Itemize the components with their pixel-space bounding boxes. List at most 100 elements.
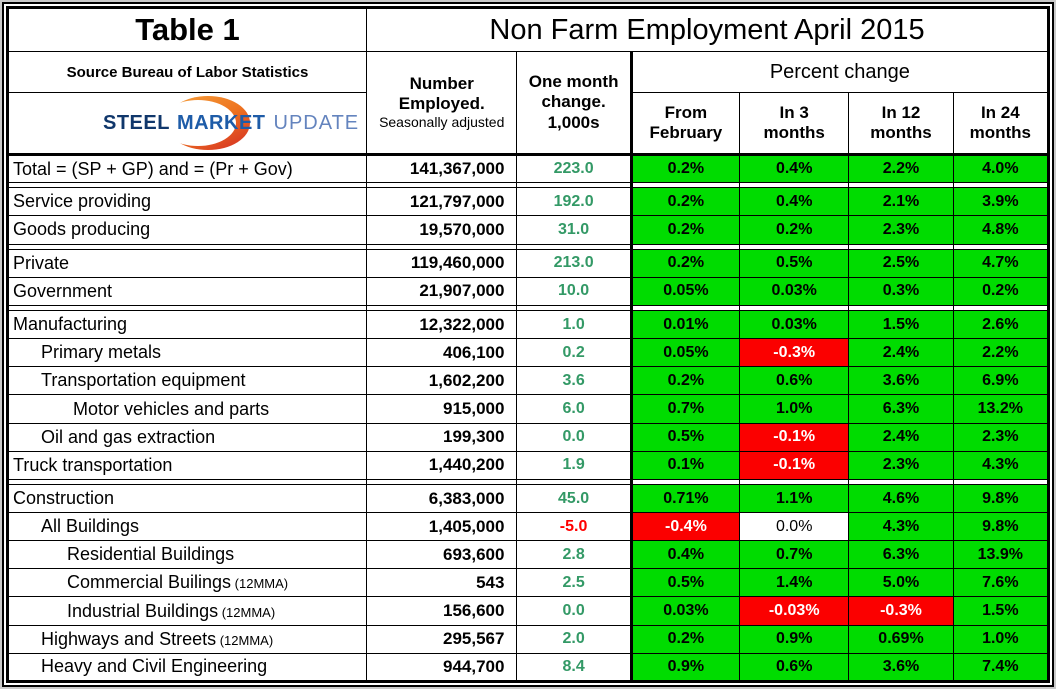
- group-separator-cell: [952, 182, 1050, 189]
- row-label-text: Commercial Builings: [67, 572, 232, 593]
- number-employed-line2: Employed.: [398, 94, 485, 114]
- one-month-change-cell: 192.0: [516, 187, 632, 217]
- table-row: Heavy and Civil Engineering 944,700 8.4 0.9…: [6, 652, 1050, 683]
- group-separator-cell: [952, 304, 1050, 312]
- percent-change-cell: 2.2%: [952, 338, 1050, 368]
- one-month-change-cell: -5.0: [516, 512, 632, 542]
- one-month-change-cell: 213.0: [516, 248, 632, 278]
- table-row: Residential Buildings 693,600 2.8 0.4% 0.7% 6…: [6, 540, 1050, 570]
- from-february-line2: February: [649, 123, 723, 142]
- percent-change-cell: -0.4%: [629, 512, 741, 542]
- group-separator-row: [6, 304, 1050, 312]
- row-label-text: Government: [13, 280, 113, 301]
- group-separator-cell: [629, 243, 741, 250]
- percent-change-cell: 0.03%: [739, 276, 850, 306]
- percent-change-cell: 0.2%: [739, 215, 850, 245]
- col-header-percent-change: Percent change: [629, 51, 1050, 93]
- col-header-in-3-months: In 3 months: [739, 92, 850, 155]
- row-label-cell: Industrial Buildings (12MMA): [6, 596, 368, 626]
- number-employed-cell: 141,367,000: [366, 153, 518, 184]
- one-month-line3: 1,000s: [547, 112, 600, 132]
- row-label-suffix: (12MMA): [231, 576, 289, 592]
- number-employed-cell: 6,383,000: [366, 484, 518, 514]
- group-separator-cell: [366, 243, 518, 250]
- col-header-number-employed: Number Employed. Seasonally adjusted: [366, 51, 518, 155]
- number-employed-cell: 19,570,000: [366, 215, 518, 245]
- number-employed-cell: 406,100: [366, 338, 518, 368]
- row-label-cell: Goods producing: [6, 215, 368, 245]
- percent-change-cell: 13.9%: [952, 540, 1050, 570]
- group-separator-cell: [629, 478, 741, 486]
- row-label-text: Goods producing: [13, 219, 151, 240]
- in-3-months-line1: In 3: [779, 102, 809, 122]
- percent-change-cell: 5.0%: [848, 568, 954, 598]
- one-month-change-cell: 31.0: [516, 215, 632, 245]
- table-row: Oil and gas extraction 199,300 0.0 0.5% -0.1…: [6, 422, 1050, 452]
- seasonally-adjusted-label: Seasonally adjusted: [379, 114, 505, 131]
- one-month-line1: One month: [528, 71, 619, 91]
- percent-change-cell: 3.6%: [848, 366, 954, 396]
- logo-crescent-icon: [161, 96, 250, 150]
- one-month-change-cell: 6.0: [516, 394, 632, 424]
- row-label-text: Truck transportation: [13, 454, 173, 475]
- percent-change-cell: 0.2%: [629, 248, 741, 278]
- percent-change-cell: 0.69%: [848, 624, 954, 654]
- percent-change-cell: 0.4%: [739, 153, 850, 184]
- group-separator-cell: [366, 304, 518, 312]
- percent-change-cell: 0.2%: [629, 624, 741, 654]
- percent-change-cell: 4.6%: [848, 484, 954, 514]
- row-label-text: Residential Buildings: [67, 544, 235, 565]
- number-employed-cell: 944,700: [366, 652, 518, 683]
- percent-change-cell: 0.0%: [739, 512, 850, 542]
- percent-change-cell: 2.3%: [952, 422, 1050, 452]
- number-employed-cell: 199,300: [366, 422, 518, 452]
- percent-change-cell: 2.4%: [848, 338, 954, 368]
- percent-change-cell: 0.03%: [739, 310, 850, 340]
- percent-change-cell: 0.2%: [952, 276, 1050, 306]
- table-row: Commercial Builings (12MMA) 543 2.5 0.5% 1.4…: [6, 568, 1050, 598]
- table-row: Industrial Buildings (12MMA) 156,600 0.0 0.…: [6, 596, 1050, 626]
- row-label-cell: Transportation equipment: [6, 366, 368, 396]
- row-label-suffix: (12MMA): [218, 604, 276, 620]
- percent-change-cell: 0.05%: [629, 338, 741, 368]
- percent-change-cell: 7.4%: [952, 652, 1050, 683]
- percent-change-cell: 1.0%: [952, 624, 1050, 654]
- logo-word-update: UPDATE: [273, 112, 360, 134]
- table-row: Service providing 121,797,000 192.0 0.2% 0.4…: [6, 187, 1050, 217]
- percent-change-cell: 0.4%: [629, 540, 741, 570]
- percent-change-cell: -0.03%: [739, 596, 850, 626]
- in-3-months-line2: months: [763, 123, 825, 142]
- percent-change-cell: 0.2%: [629, 215, 741, 245]
- one-month-change-cell: 10.0: [516, 276, 632, 306]
- one-month-change-cell: 2.0: [516, 624, 632, 654]
- col-header-one-month-change: One month change. 1,000s: [516, 51, 632, 155]
- percent-change-cell: 0.03%: [629, 596, 741, 626]
- percent-change-cell: 2.4%: [848, 422, 954, 452]
- percent-change-cell: 0.2%: [629, 187, 741, 217]
- row-label-cell: Motor vehicles and parts: [6, 394, 368, 424]
- percent-change-cell: 4.7%: [952, 248, 1050, 278]
- percent-change-cell: 1.1%: [739, 484, 850, 514]
- table-row: Total = (SP + GP) and = (Pr + Gov) 141,36…: [6, 153, 1050, 184]
- group-separator-row: [6, 243, 1050, 250]
- percent-change-cell: 0.6%: [739, 366, 850, 396]
- table-row: Goods producing 19,570,000 31.0 0.2% 0.2% 2.3…: [6, 215, 1050, 245]
- row-label-text: Construction: [13, 488, 115, 509]
- row-label-cell: Total = (SP + GP) and = (Pr + Gov): [6, 153, 368, 184]
- table-row: Government 21,907,000 10.0 0.05% 0.03% 0.3% 0.…: [6, 276, 1050, 306]
- table-row: Private 119,460,000 213.0 0.2% 0.5% 2.5% 4.7%: [6, 248, 1050, 278]
- page-title: Non Farm Employment April 2015: [366, 7, 1049, 52]
- number-employed-cell: 21,907,000: [366, 276, 518, 306]
- row-label-text: All Buildings: [41, 516, 140, 537]
- percent-change-cell: 1.5%: [952, 596, 1050, 626]
- percent-change-cell: 4.8%: [952, 215, 1050, 245]
- one-month-change-cell: 8.4: [516, 652, 632, 683]
- one-month-change-cell: 0.0: [516, 596, 632, 626]
- one-month-change-cell: 223.0: [516, 153, 632, 184]
- percent-change-cell: -0.1%: [739, 422, 850, 452]
- percent-change-cell: 0.1%: [629, 450, 741, 480]
- number-employed-cell: 156,600: [366, 596, 518, 626]
- in-24-months-line2: months: [969, 123, 1032, 142]
